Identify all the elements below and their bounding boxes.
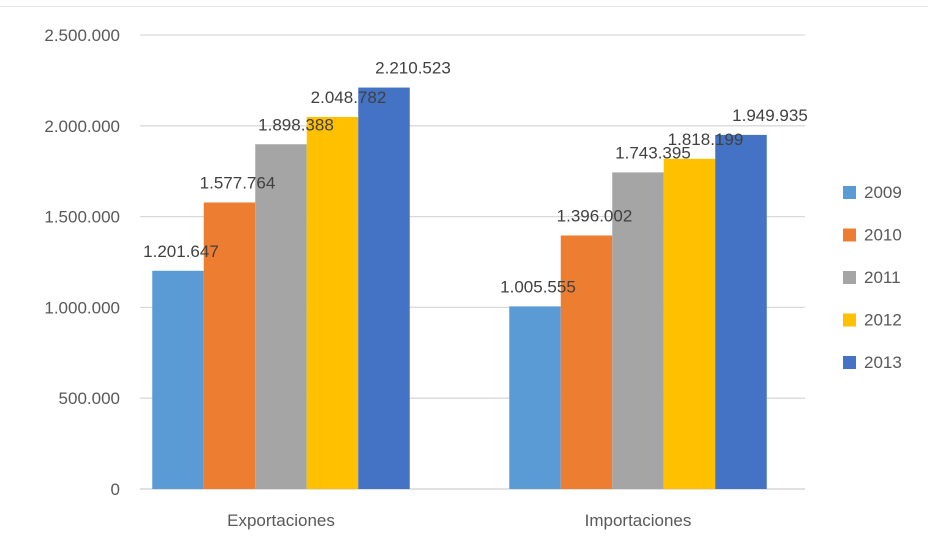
top-border-line	[0, 6, 928, 7]
bar	[152, 270, 204, 489]
data-label: 1.743.395	[615, 143, 691, 162]
bar	[509, 306, 561, 489]
bar	[715, 134, 767, 490]
data-label: 2.048.782	[311, 88, 387, 107]
legend-label: 2010	[864, 226, 902, 245]
x-axis: Exportaciones Importaciones	[227, 511, 691, 530]
legend-swatch	[843, 356, 856, 369]
data-label: 1.949.935	[732, 106, 808, 125]
legend-label: 2009	[864, 183, 902, 202]
y-tick-label: 0	[111, 480, 120, 499]
bar	[663, 158, 716, 489]
data-label: 1.005.555	[500, 277, 576, 296]
data-label: 1.818.199	[668, 130, 744, 149]
legend-label: 2011	[864, 268, 901, 287]
data-label: 1.898.388	[258, 115, 334, 134]
y-axis: 0 500.000 1.000.000 1.500.000 2.000.000 2.500…	[44, 26, 120, 499]
data-labels: 1.201.647 1.577.764 1.898.388 2.048.782 2.21…	[143, 59, 808, 297]
y-tick-label: 1.500.000	[44, 208, 120, 227]
legend-label: 2012	[864, 311, 902, 330]
x-category-label: Exportaciones	[227, 511, 335, 530]
legend-swatch	[843, 271, 856, 284]
legend-swatch	[843, 186, 856, 199]
y-tick-label: 1.000.000	[44, 298, 120, 317]
data-label: 2.210.523	[375, 59, 451, 78]
x-category-label: Importaciones	[585, 511, 692, 530]
data-label: 1.577.764	[200, 173, 276, 192]
y-tick-label: 500.000	[59, 389, 120, 408]
y-tick-label: 2.000.000	[44, 117, 120, 136]
data-label: 1.396.002	[557, 206, 633, 225]
bar	[560, 235, 613, 489]
bar	[306, 116, 359, 489]
bars	[152, 87, 767, 490]
bar	[255, 144, 307, 489]
bar	[612, 172, 664, 489]
y-tick-label: 2.500.000	[44, 26, 120, 45]
legend: 2009 2010 2011 2012 2013	[843, 183, 902, 372]
legend-swatch	[843, 313, 856, 327]
legend-label: 2013	[864, 353, 902, 372]
bar	[203, 202, 256, 489]
legend-swatch	[843, 228, 856, 242]
bar	[358, 87, 410, 489]
data-label: 1.201.647	[143, 242, 219, 261]
